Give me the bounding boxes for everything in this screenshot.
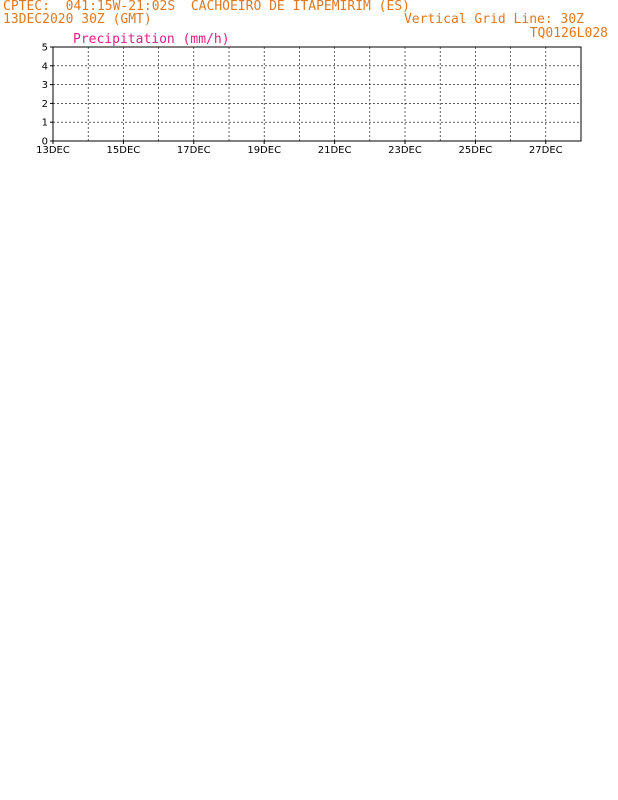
header-code: TQ0126L028 [529, 26, 608, 41]
precip-xtick-label: 25DEC [459, 145, 493, 156]
precip-ytick-label: 0 [42, 137, 48, 148]
precip-frame [52, 46, 582, 142]
precip-ytick-label: 1 [42, 118, 48, 129]
header-station: CPTEC: 041:15W-21:02S CACHOEIRO DE ITAPE… [3, 0, 410, 14]
precip-ytick-label: 5 [42, 43, 48, 54]
precip-xtick-label: 23DEC [388, 145, 422, 156]
precip-ytick-label: 2 [42, 99, 48, 110]
header-date: 13DEC2020 30Z (GMT) [3, 12, 152, 27]
precip-title: Precipitation (mm/h) [73, 32, 230, 47]
precip-xtick-label: 15DEC [107, 145, 141, 156]
precip-ytick-label: 3 [42, 80, 48, 91]
precip-xtick-label: 13DEC [36, 145, 70, 156]
precip-xtick-label: 19DEC [247, 145, 281, 156]
header-grid-line: Vertical Grid Line: 30Z [403, 12, 584, 27]
precip-xtick-label: 27DEC [529, 145, 563, 156]
precip-xtick-label: 21DEC [318, 145, 352, 156]
precip-ytick-label: 4 [42, 61, 48, 72]
precip-xtick-label: 17DEC [177, 145, 211, 156]
